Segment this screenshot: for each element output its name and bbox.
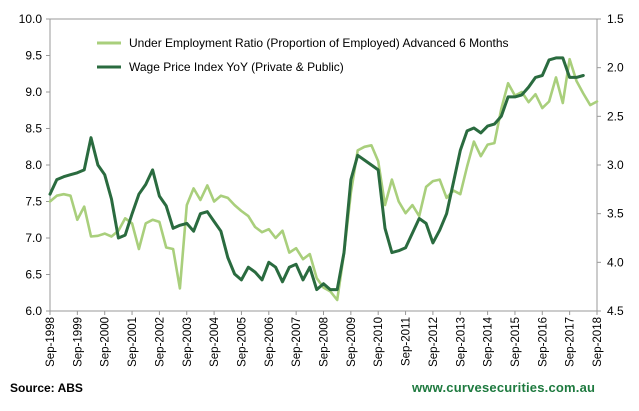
x-tick-label: Sep-2011 [401, 317, 413, 366]
left-tick-label: 6.5 [25, 268, 42, 282]
right-tick-label: 1.5 [607, 12, 624, 26]
series-line-underemployment [48, 57, 599, 302]
x-tick-label: Sep-2017 [565, 317, 577, 367]
x-tick-label: Sep-2013 [455, 317, 467, 367]
x-axis: Sep-1998 Sep-1999 Sep-2000 Sep-2001 Sep-2002… [45, 311, 604, 367]
right-axis: 1.5 2.0 2.5 3.0 3.5 4.0 4.5 [597, 12, 624, 318]
x-tick-label: Sep-2006 [264, 317, 276, 367]
x-tick-label: Sep-2005 [236, 317, 248, 367]
x-tick-label: Sep-2018 [592, 317, 604, 367]
x-tick-label: Sep-2008 [319, 317, 331, 367]
x-tick-label: Sep-2004 [209, 316, 221, 366]
left-tick-label: 8.0 [25, 158, 42, 172]
right-tick-label: 2.0 [607, 61, 624, 75]
x-tick-label: Sep-2001 [127, 317, 139, 367]
left-tick-label: 8.5 [25, 122, 42, 136]
legend-label-underemployment: Under Employment Ratio (Proportion of Em… [129, 36, 509, 50]
x-tick-label: Sep-2012 [428, 317, 440, 367]
x-tick-label: Sep-2010 [373, 317, 385, 367]
left-tick-label: 7.5 [25, 195, 42, 209]
right-tick-label: 4.5 [607, 304, 624, 318]
x-tick-label: Sep-2007 [291, 317, 303, 367]
right-tick-label: 3.0 [607, 158, 624, 172]
left-axis: 6.0 6.5 7.0 7.5 8.0 8.5 9.0 9.5 10.0 [19, 12, 50, 318]
x-tick-label: Sep-2016 [537, 317, 549, 367]
left-tick-label: 10.0 [19, 12, 43, 26]
series-line-wage-price-index [48, 56, 585, 292]
left-tick-label: 6.0 [25, 304, 42, 318]
right-tick-label: 2.5 [607, 109, 624, 123]
left-tick-label: 9.5 [25, 49, 42, 63]
x-tick-label: Sep-1999 [72, 317, 84, 367]
left-tick-label: 9.0 [25, 85, 42, 99]
x-tick-label: Sep-2009 [346, 317, 358, 367]
x-tick-label: Sep-2000 [100, 317, 112, 367]
x-tick-label: Sep-2015 [510, 317, 522, 367]
legend: Under Employment Ratio (Proportion of Em… [97, 36, 509, 74]
x-tick-label: Sep-2003 [182, 317, 194, 367]
series-lines [48, 56, 599, 302]
website-label: www.curvesecurities.com.au [412, 380, 596, 395]
legend-label-wpi: Wage Price Index YoY (Private & Public) [129, 60, 344, 74]
right-tick-label: 4.0 [607, 255, 624, 269]
left-tick-label: 7.0 [25, 231, 42, 245]
x-tick-label: Sep-1998 [45, 317, 57, 367]
x-tick-label: Sep-2014 [483, 316, 495, 366]
right-tick-label: 3.5 [607, 207, 624, 221]
source-label: Source: ABS [10, 381, 83, 395]
x-tick-label: Sep-2002 [154, 317, 166, 367]
